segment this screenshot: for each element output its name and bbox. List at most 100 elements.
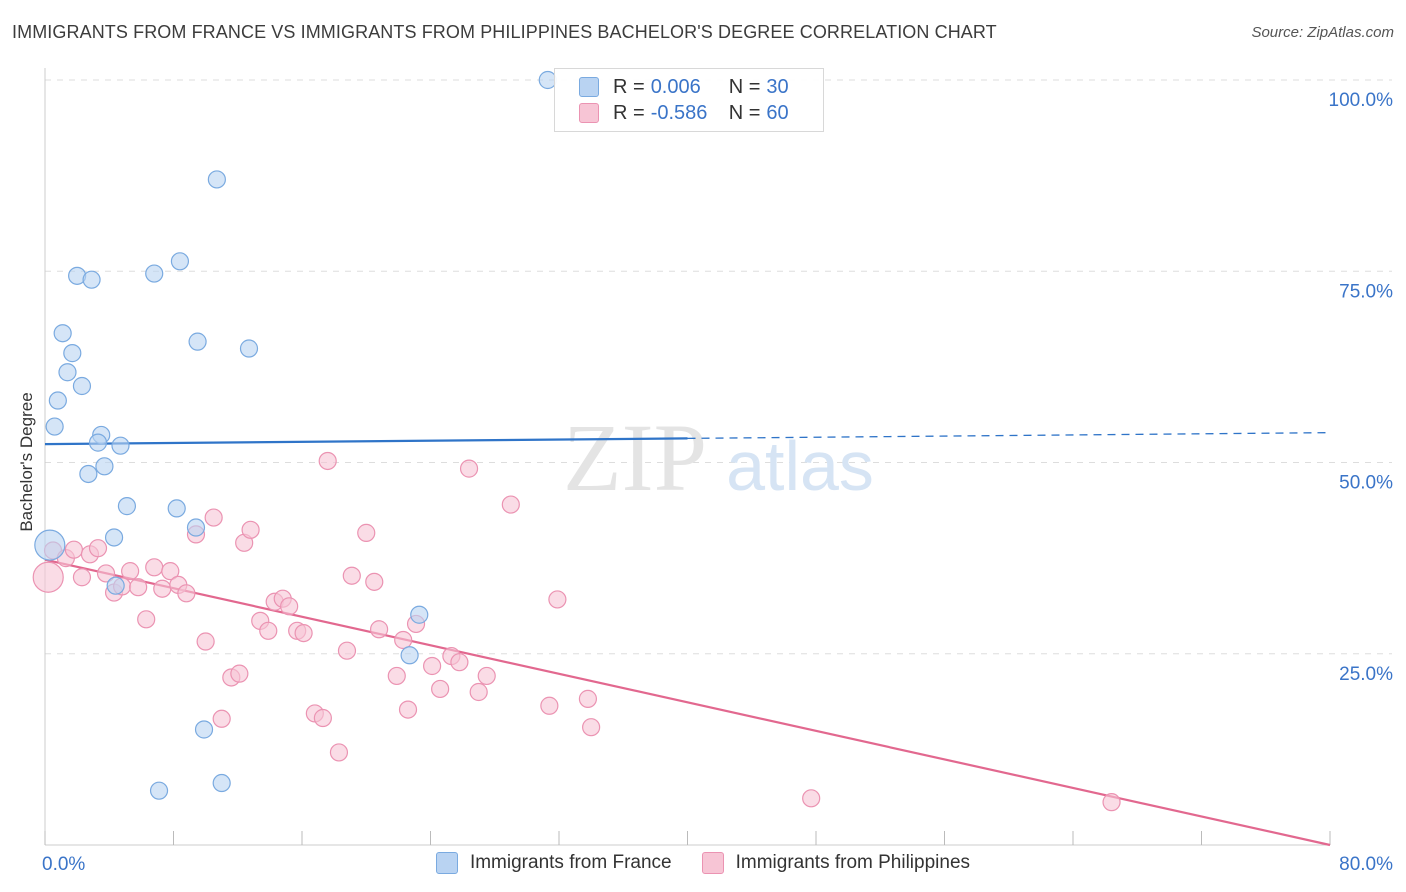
philippines-point [153,579,172,598]
chart-title: IMMIGRANTS FROM FRANCE VS IMMIGRANTS FRO… [12,22,997,42]
france-point [48,391,67,410]
france-point [106,576,125,595]
france-n-value: 30 [766,75,789,98]
legend-row-france: R = 0.006 N = 30 [579,74,789,100]
x-tick-label: 80.0% [1339,854,1393,875]
france-point [104,528,124,547]
philippines-point [259,621,278,640]
legend-item-philippines[interactable]: Immigrants from Philippines [701,852,971,874]
philippines-swatch [579,103,599,123]
philippines-point [431,679,450,699]
data-points [32,70,1121,812]
legend-item-france[interactable]: Immigrants from France [435,852,672,874]
philippines-point [64,540,84,559]
france-point [88,433,108,452]
france-point [212,773,231,793]
philippines-point [230,664,249,683]
france-point [186,518,206,537]
y-tick-label: 75.0% [1339,281,1393,302]
philippines-point [313,708,332,728]
france-point [194,720,214,739]
philippines-point [540,696,559,715]
philippines-point [161,562,180,581]
philippines-point [578,689,598,708]
philippines-point [196,632,215,651]
philippines-r-label: R = [613,101,645,124]
france-point [239,339,259,358]
philippines-point [450,653,469,672]
philippines-point [469,682,488,702]
france-n-label: N = [728,75,761,98]
france-point [58,363,77,382]
philippines-point [582,718,601,737]
philippines-point [357,523,376,542]
france-legend-label: Immigrants from France [469,852,672,873]
philippines-point [241,520,260,539]
france-trend-extension [687,432,1331,440]
philippines-point [212,709,231,728]
philippines-point [72,568,92,587]
philippines-r-value: -0.586 [650,101,708,124]
france-point [117,497,137,516]
philippines-point [548,590,567,609]
france-point [170,252,190,271]
philippines-legend-label: Immigrants from Philippines [735,852,971,873]
philippines-point [145,558,164,577]
france-swatch [579,77,599,97]
y-axis-label: Bachelor's Degree [17,392,36,532]
france-point [95,457,114,476]
philippines-point [280,597,299,616]
philippines-point [318,451,337,471]
philippines-point [370,620,389,639]
y-tick-label: 50.0% [1339,473,1393,494]
france-point [207,170,226,189]
philippines-point [387,666,406,686]
philippines-point [423,656,442,676]
philippines-point [398,700,418,719]
philippines-point [177,584,196,603]
watermark-atlas: atlas [726,427,874,505]
france-point [149,781,169,800]
france-r-value: 0.006 [650,75,701,98]
france-legend-swatch [435,852,458,874]
series-legend: Immigrants from France Immigrants from P… [0,852,1406,874]
grid-lines [45,79,1392,655]
philippines-point [342,566,361,585]
philippines-point [294,623,313,643]
tick-labels: 25.0% 50.0% 75.0% 100.0% 0.0% 80.0% [42,90,1393,875]
philippines-point [329,743,349,762]
france-point [167,499,186,518]
y-tick-label: 100.0% [1329,90,1394,111]
philippines-point [802,789,821,808]
philippines-trend-line [44,558,1331,847]
x-tick-label: 0.0% [42,854,85,875]
philippines-point [96,564,116,583]
philippines-point [394,630,413,650]
philippines-point [32,561,64,593]
france-point [79,464,98,484]
philippines-point [365,572,384,591]
philippines-point [337,641,357,660]
france-point [63,344,82,363]
axes [44,68,1331,846]
y-tick-label: 25.0% [1339,664,1393,685]
philippines-point [459,459,479,478]
france-point [410,605,429,624]
philippines-point [121,562,140,581]
philippines-point [129,578,148,597]
france-point [400,646,419,665]
philippines-point [137,610,156,629]
france-point [53,324,72,343]
philippines-point [88,539,108,558]
philippines-point [477,666,496,686]
france-point [45,417,64,436]
france-trend-line [44,437,688,446]
source-label: Source: ZipAtlas.com [1251,24,1394,41]
watermark: ZIP atlas [563,404,874,511]
legend-row-philippines: R = -0.586 N = 60 [579,100,789,126]
france-point [145,264,164,283]
france-point [34,529,66,561]
france-r-label: R = [613,75,645,98]
philippines-point [1102,793,1121,812]
